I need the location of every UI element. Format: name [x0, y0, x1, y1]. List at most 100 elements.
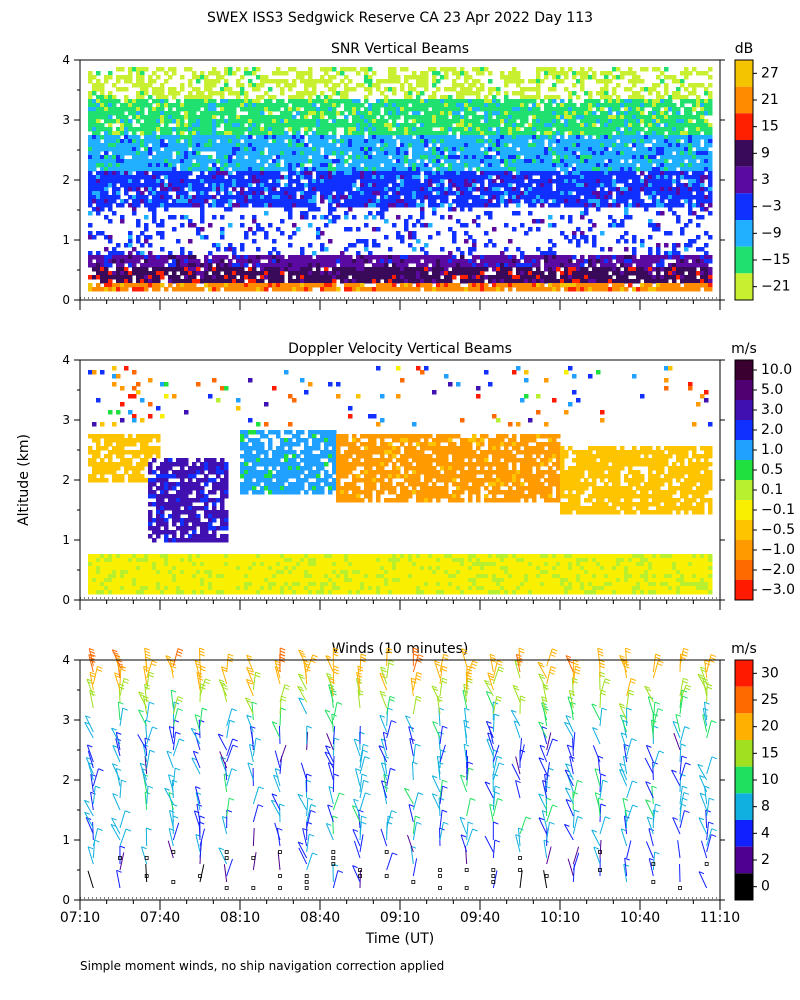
snr-cell — [600, 103, 605, 108]
snr-cell — [448, 255, 453, 260]
snr-cell — [208, 127, 213, 132]
snr-cell — [344, 103, 349, 108]
snr-cell — [240, 83, 245, 88]
snr-cell — [216, 155, 221, 160]
snr-cell — [416, 183, 421, 188]
snr-cell — [100, 167, 105, 172]
snr-cell — [152, 135, 157, 140]
snr-cell — [100, 143, 105, 148]
snr-cell — [440, 107, 445, 112]
snr-cell — [476, 71, 481, 76]
snr-cell — [224, 267, 229, 272]
snr-cell — [128, 107, 133, 112]
snr-cell — [412, 107, 417, 112]
snr-cell — [140, 127, 145, 132]
snr-cell — [504, 275, 509, 280]
snr-cell — [424, 115, 429, 120]
snr-cell — [412, 235, 417, 240]
snr-cell — [548, 139, 553, 144]
snr-cell — [524, 191, 529, 196]
snr-cell — [248, 199, 253, 204]
snr-cell — [188, 67, 193, 72]
snr-cell — [248, 283, 253, 288]
snr-cell — [408, 99, 413, 104]
snr-cell — [96, 131, 101, 136]
snr-cell — [348, 135, 353, 140]
snr-cell — [580, 87, 585, 92]
snr-cell — [536, 107, 541, 112]
snr-cell — [520, 179, 525, 184]
snr-cell — [472, 271, 477, 276]
snr-cell — [140, 275, 145, 280]
snr-cell — [556, 147, 561, 152]
snr-cell — [92, 191, 97, 196]
snr-cell — [320, 79, 325, 84]
snr-cell — [452, 83, 457, 88]
snr-cell — [584, 235, 589, 240]
snr-cell — [600, 287, 605, 292]
snr-cell — [368, 191, 373, 196]
snr-cell — [188, 139, 193, 144]
snr-cell — [480, 271, 485, 276]
snr-cell — [360, 183, 365, 188]
snr-cell — [228, 223, 233, 228]
snr-cell — [376, 267, 381, 272]
snr-cell — [536, 187, 541, 192]
snr-cell — [184, 271, 189, 276]
snr-cell — [184, 123, 189, 128]
snr-cell — [340, 271, 345, 276]
snr-cell — [140, 151, 145, 156]
snr-cell — [144, 91, 149, 96]
snr-cell — [316, 119, 321, 124]
snr-cell — [508, 135, 513, 140]
snr-cell — [320, 111, 325, 116]
snr-cell — [436, 191, 441, 196]
snr-cell — [528, 155, 533, 160]
snr-cell — [212, 243, 217, 248]
snr-cell — [320, 195, 325, 200]
snr-cell — [352, 267, 357, 272]
snr-cell — [108, 99, 113, 104]
snr-cell — [396, 131, 401, 136]
snr-cell — [428, 115, 433, 120]
snr-cell — [148, 275, 153, 280]
snr-cell — [200, 131, 205, 136]
snr-cell — [476, 151, 481, 156]
snr-cell — [196, 115, 201, 120]
snr-cell — [180, 251, 185, 256]
snr-cell — [520, 135, 525, 140]
snr-cell — [504, 283, 509, 288]
snr-cell — [92, 183, 97, 188]
snr-cell — [260, 147, 265, 152]
snr-cell — [324, 131, 329, 136]
snr-cell — [516, 139, 521, 144]
snr-cell — [120, 279, 125, 284]
snr-cell — [320, 123, 325, 128]
snr-cell — [108, 131, 113, 136]
snr-cell — [504, 199, 509, 204]
snr-cell — [200, 123, 205, 128]
snr-cell — [600, 283, 605, 288]
snr-cell — [476, 95, 481, 100]
snr-cell — [584, 191, 589, 196]
snr-cell — [216, 151, 221, 156]
snr-cell — [100, 263, 105, 268]
snr-cell — [412, 171, 417, 176]
snr-cell — [252, 71, 257, 76]
snr-cell — [104, 139, 109, 144]
snr-cell — [156, 171, 161, 176]
snr-cell — [292, 287, 297, 292]
snr-cell — [232, 275, 237, 280]
snr-cell — [356, 103, 361, 108]
snr-cell — [292, 223, 297, 228]
snr-cell — [272, 115, 277, 120]
snr-cell — [272, 71, 277, 76]
snr-cell — [576, 267, 581, 272]
snr-cell — [196, 147, 201, 152]
snr-cell — [148, 123, 153, 128]
snr-cell — [600, 167, 605, 172]
snr-cell — [256, 255, 261, 260]
snr-cell — [424, 267, 429, 272]
snr-cell — [444, 123, 449, 128]
snr-cell — [532, 143, 537, 148]
